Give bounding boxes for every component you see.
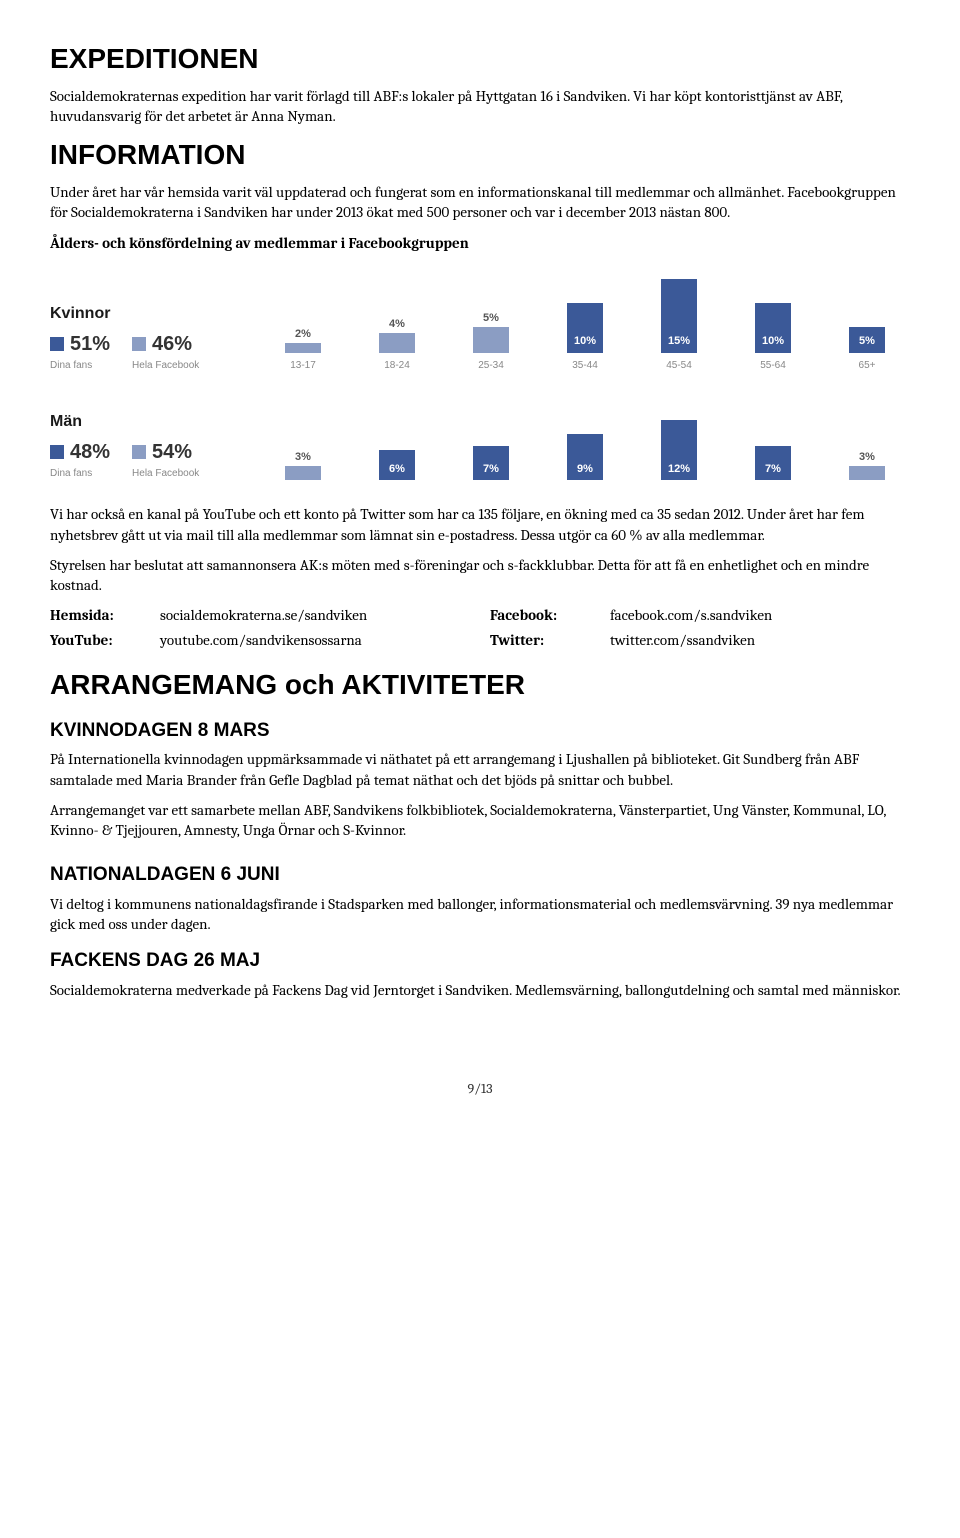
- bar-value: 10%: [758, 334, 788, 349]
- heading-arrangemang: ARRANGEMANG och AKTIVITETER: [50, 666, 910, 704]
- bar: 4%: [379, 333, 415, 353]
- bar-column: 7%: [448, 390, 534, 480]
- heading-nationaldagen: NATIONALDAGEN 6 JUNI: [50, 862, 910, 888]
- legend-dina-fans: 51% Dina fans: [50, 331, 110, 373]
- swatch-icon: [132, 445, 146, 459]
- legend-hela-facebook: 54% Hela Facebook: [132, 439, 199, 481]
- bar: 7%: [755, 446, 791, 480]
- bar: 9%: [567, 434, 603, 480]
- bar-value: 10%: [570, 334, 600, 349]
- bar-column: 5% 25-34: [448, 263, 534, 373]
- value-youtube: youtube.com/sandvikensossarna: [160, 630, 460, 650]
- gender-label: Män: [50, 411, 260, 433]
- bar: 10%: [755, 303, 791, 353]
- links-row: Hemsida: socialdemokraterna.se/sandviken…: [50, 605, 910, 625]
- bar: 12%: [661, 420, 697, 480]
- heading-fackens: FACKENS DAG 26 MAJ: [50, 948, 910, 974]
- paragraph: Socialdemokraternas expedition har varit…: [50, 86, 910, 127]
- bar-value: 15%: [664, 334, 694, 349]
- links-row: YouTube: youtube.com/sandvikensossarna T…: [50, 630, 910, 650]
- paragraph: Styrelsen har beslutat att samannonsera …: [50, 555, 910, 596]
- percent: 54%: [152, 439, 192, 466]
- swatch-icon: [132, 337, 146, 351]
- heading-expeditionen: EXPEDITIONEN: [50, 40, 910, 78]
- bar-value: 2%: [288, 327, 318, 342]
- bar-value: 7%: [476, 462, 506, 477]
- age-label: 55-64: [730, 359, 816, 373]
- bar-column: 10% 35-44: [542, 263, 628, 373]
- bar-value: 7%: [758, 462, 788, 477]
- bar-value: 9%: [570, 462, 600, 477]
- bar-column: 3%: [824, 390, 910, 480]
- legend-hela-facebook: 46% Hela Facebook: [132, 331, 199, 373]
- bar-value: 3%: [852, 450, 882, 465]
- bar-value: 6%: [382, 462, 412, 477]
- bar: 3%: [849, 466, 885, 480]
- percent: 51%: [70, 331, 110, 358]
- percent: 48%: [70, 439, 110, 466]
- label-youtube: YouTube:: [50, 630, 130, 650]
- bar-value: 5%: [852, 334, 882, 349]
- percent: 46%: [152, 331, 192, 358]
- paragraph: Vi har också en kanal på YouTube och ett…: [50, 504, 910, 545]
- value-facebook: facebook.com/s.sandviken: [610, 605, 772, 625]
- value-hemsida: socialdemokraterna.se/sandviken: [160, 605, 460, 625]
- sublabel: Hela Facebook: [132, 467, 199, 481]
- bar: 2%: [285, 343, 321, 353]
- bar: 5%: [849, 327, 885, 353]
- page-number: 9/13: [50, 1080, 910, 1099]
- paragraph: Vi deltog i kommunens nationaldagsfirand…: [50, 894, 910, 935]
- bar-column: 6%: [354, 390, 440, 480]
- bar-column: 4% 18-24: [354, 263, 440, 373]
- bar-column: 10% 55-64: [730, 263, 816, 373]
- bar: 10%: [567, 303, 603, 353]
- label-twitter: Twitter:: [490, 630, 580, 650]
- bar-column: 12%: [636, 390, 722, 480]
- bar-value: 4%: [382, 317, 412, 332]
- age-label: 35-44: [542, 359, 628, 373]
- age-label: 25-34: [448, 359, 534, 373]
- bar-column: 9%: [542, 390, 628, 480]
- bar-column: 15% 45-54: [636, 263, 722, 373]
- swatch-icon: [50, 337, 64, 351]
- age-label: 18-24: [354, 359, 440, 373]
- bar: 15%: [661, 279, 697, 353]
- paragraph: Under året har vår hemsida varit väl upp…: [50, 182, 910, 223]
- sublabel: Dina fans: [50, 467, 110, 481]
- age-label: 45-54: [636, 359, 722, 373]
- label-hemsida: Hemsida:: [50, 605, 130, 625]
- bar-value: 5%: [476, 311, 506, 326]
- heading-information: INFORMATION: [50, 136, 910, 174]
- bar: 5%: [473, 327, 509, 353]
- swatch-icon: [50, 445, 64, 459]
- value-twitter: twitter.com/ssandviken: [610, 630, 755, 650]
- facebook-demographics-chart: Kvinnor 51% Dina fans 46% Hela Facebook: [50, 263, 910, 481]
- bar: 3%: [285, 466, 321, 480]
- bar: 7%: [473, 446, 509, 480]
- age-label: 65+: [824, 359, 910, 373]
- bar-column: 2% 13-17: [260, 263, 346, 373]
- paragraph: Socialdemokraterna medverkade på Fackens…: [50, 980, 910, 1000]
- bar-value: 3%: [288, 450, 318, 465]
- gender-label: Kvinnor: [50, 303, 260, 325]
- paragraph: Arrangemanget var ett samarbete mellan A…: [50, 800, 910, 841]
- sublabel: Hela Facebook: [132, 359, 199, 373]
- bar-column: 7%: [730, 390, 816, 480]
- chart-title: Ålders- och könsfördelning av medlemmar …: [50, 233, 910, 253]
- bar: 6%: [379, 450, 415, 480]
- bar-column: 3%: [260, 390, 346, 480]
- age-label: 13-17: [260, 359, 346, 373]
- legend-man: Män 48% Dina fans 54% Hela Facebook: [50, 407, 260, 480]
- paragraph: På Internationella kvinnodagen uppmärksa…: [50, 749, 910, 790]
- label-facebook: Facebook:: [490, 605, 580, 625]
- sublabel: Dina fans: [50, 359, 110, 373]
- legend-kvinnor: Kvinnor 51% Dina fans 46% Hela Facebook: [50, 299, 260, 372]
- bar-column: 5% 65+: [824, 263, 910, 373]
- heading-kvinnodagen: KVINNODAGEN 8 MARS: [50, 718, 910, 744]
- bar-value: 12%: [664, 462, 694, 477]
- legend-dina-fans: 48% Dina fans: [50, 439, 110, 481]
